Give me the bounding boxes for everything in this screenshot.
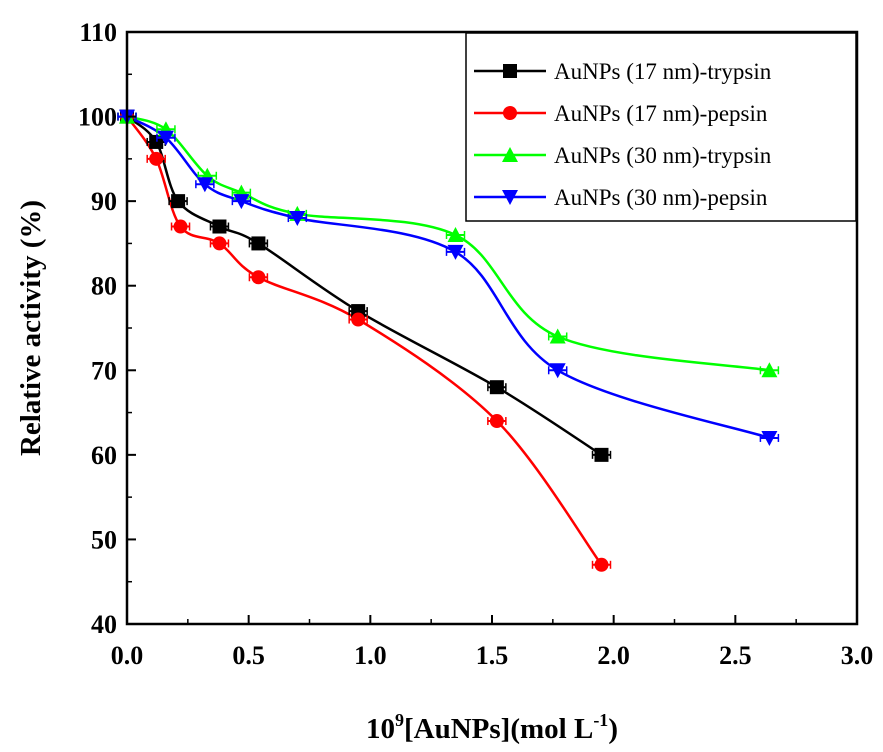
y-tick-label: 40: [91, 610, 117, 639]
data-point-2: [212, 236, 227, 251]
data-point-2: [251, 270, 266, 285]
data-point-1: [212, 219, 227, 234]
y-tick-label: 110: [79, 18, 117, 47]
y-tick-label: 70: [91, 356, 117, 385]
x-tick-label: 3.0: [841, 641, 874, 670]
data-point-2: [594, 557, 609, 572]
data-point-2: [351, 312, 366, 327]
data-point-3: [447, 226, 464, 242]
x-tick-label: 1.0: [354, 641, 387, 670]
data-point-1: [251, 236, 266, 251]
data-point-4: [289, 211, 306, 227]
legend-label: AuNPs (17 nm)-trypsin: [554, 59, 772, 84]
legend-item: AuNPs (17 nm)-trypsin: [474, 59, 772, 84]
legend-marker: [502, 147, 518, 162]
data-point-4: [549, 363, 566, 379]
legend-box: [465, 32, 857, 222]
data-point-3: [549, 328, 566, 344]
data-point-4: [233, 194, 250, 210]
y-axis-title: Relative activity (%): [15, 200, 47, 456]
legend-item: AuNPs (17 nm)-pepsin: [474, 101, 768, 126]
tick-labels: 0.0 0.5 1.0 1.5 2.0 2.5 3.0 40 50 60 70 80 90 100 110: [78, 18, 873, 670]
y-tick-label: 100: [78, 103, 117, 132]
series-line-4: [126, 115, 770, 440]
data-point-4: [157, 130, 174, 146]
x-tick-label: 2.5: [719, 641, 752, 670]
data-point-1: [489, 380, 504, 395]
legend: AuNPs (17 nm)-trypsin AuNPs (17 nm)-pepsi…: [465, 32, 857, 222]
legend-label: AuNPs (17 nm)-pepsin: [554, 101, 768, 126]
data-point-4: [196, 177, 213, 193]
legend-marker: [503, 106, 517, 120]
x-axis-title-base: 10: [366, 713, 395, 745]
y-tick-label: 90: [91, 187, 117, 216]
legend-marker: [502, 190, 518, 205]
y-tick-label: 80: [91, 272, 117, 301]
data-point-2: [149, 151, 164, 166]
series-line-2: [125, 115, 603, 566]
legend-marker: [503, 64, 517, 78]
data-point-3: [761, 362, 778, 378]
data-point-1: [171, 194, 186, 209]
legend-label: AuNPs (30 nm)-pepsin: [554, 185, 768, 210]
series-markers: [117, 108, 780, 572]
y-tick-label: 50: [91, 525, 117, 554]
x-tick-label: 0.0: [111, 641, 144, 670]
x-axis-title-unit-exponent: -1: [593, 710, 608, 730]
data-point-2: [489, 414, 504, 429]
data-point-4: [447, 244, 464, 260]
legend-item: AuNPs (30 nm)-pepsin: [474, 185, 768, 210]
x-axis-title-close: ): [608, 713, 618, 745]
x-tick-label: 2.0: [597, 641, 630, 670]
series-line-3: [126, 115, 770, 372]
x-axis-title: 109[AuNPs](mol L-1): [366, 710, 618, 745]
x-axis-title-main: [AuNPs](mol L: [404, 713, 593, 745]
data-point-1: [594, 447, 609, 462]
data-point-4: [761, 430, 778, 446]
x-tick-label: 0.5: [232, 641, 265, 670]
axis-ticks: [126, 31, 858, 625]
y-tick-label: 60: [91, 441, 117, 470]
legend-label: AuNPs (30 nm)-trypsin: [554, 143, 772, 168]
data-point-2: [173, 219, 188, 234]
x-tick-label: 1.5: [476, 641, 509, 670]
legend-item: AuNPs (30 nm)-trypsin: [474, 143, 772, 168]
x-axis-title-exponent: 9: [395, 710, 404, 730]
